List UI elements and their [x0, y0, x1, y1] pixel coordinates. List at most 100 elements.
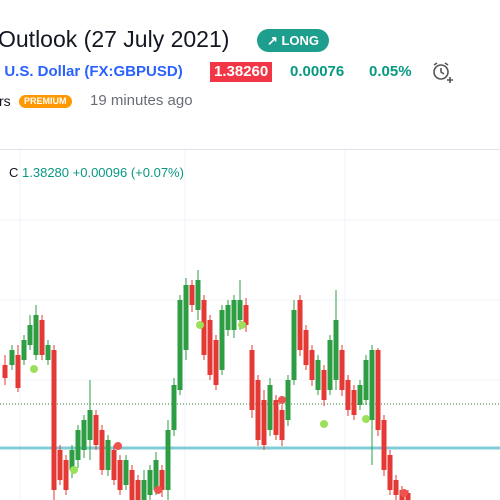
candle-body	[393, 480, 399, 495]
candle-body	[321, 370, 327, 400]
candle-body	[111, 450, 117, 480]
candle-body	[315, 360, 321, 390]
candle-body	[93, 415, 99, 445]
candle-body	[57, 450, 63, 480]
candle-body	[363, 360, 369, 400]
candle-body	[357, 385, 363, 405]
candle-body	[45, 345, 51, 360]
time: 19 minutes ago	[90, 92, 193, 109]
candle-body	[141, 480, 147, 500]
symbol-link[interactable]: / U.S. Dollar (FX:GBPUSD)	[0, 63, 183, 80]
legend-close: 1.38280	[22, 165, 70, 180]
candle-body	[375, 350, 381, 430]
candle-body	[63, 460, 69, 490]
candle-body	[351, 390, 357, 415]
candle-body	[87, 410, 93, 440]
alert-icon[interactable]	[430, 60, 456, 84]
chart	[0, 150, 500, 500]
candle-body	[99, 430, 105, 470]
sell-dot	[278, 396, 286, 404]
candle-body	[243, 305, 249, 325]
candle-body	[345, 380, 351, 410]
candle-body	[153, 460, 159, 490]
change-percent: 0.05%	[369, 63, 412, 80]
candle-body	[33, 315, 39, 355]
buy-dot	[70, 466, 78, 474]
candle-body	[405, 493, 411, 500]
legend-change: +0.00096 (+0.07%)	[72, 165, 184, 180]
author[interactable]: rs	[0, 93, 11, 109]
buy-dot	[30, 365, 38, 373]
candle-body	[219, 310, 225, 370]
candle-body	[51, 350, 57, 490]
candle-body	[117, 460, 123, 490]
candle-body	[231, 300, 237, 330]
candle-body	[165, 430, 171, 490]
candle-body	[237, 300, 243, 320]
candle-body	[105, 440, 111, 470]
symbol-ticker: (FX:GBPUSD)	[84, 63, 183, 80]
candle-body	[123, 460, 129, 485]
long-badge[interactable]: ↗ LONG	[257, 29, 329, 52]
candle-body	[69, 450, 75, 470]
candles	[2, 270, 411, 500]
premium-badge: PREMIUM	[19, 95, 72, 108]
symbol-name: / U.S. Dollar	[0, 63, 81, 80]
idea-title: Outlook (27 July 2021)	[0, 26, 230, 52]
candle-body	[267, 385, 273, 430]
candle-body	[273, 400, 279, 435]
candle-body	[387, 455, 393, 490]
candle-body	[309, 350, 315, 380]
candle-body	[189, 285, 195, 305]
candle-body	[291, 310, 297, 380]
candle-body	[201, 300, 207, 355]
chart-border	[0, 149, 500, 150]
change: 0.00076	[290, 63, 345, 80]
direction: LONG	[281, 33, 320, 48]
candle-body	[135, 480, 141, 500]
candle-body	[2, 365, 8, 378]
candle-body	[285, 380, 291, 420]
candle-body	[9, 350, 15, 365]
candle-body	[171, 385, 177, 430]
candle-body	[339, 350, 345, 390]
candle-body	[147, 470, 153, 495]
candle-body	[327, 340, 333, 390]
candle-body	[177, 300, 183, 390]
candle-body	[27, 325, 33, 345]
candle-body	[15, 355, 21, 388]
candle-body	[207, 320, 213, 375]
legend-label: C	[9, 165, 19, 180]
sell-dot	[154, 486, 162, 494]
candle-body	[249, 350, 255, 410]
candle-body	[279, 410, 285, 440]
buy-dot	[238, 321, 246, 329]
candle-body	[213, 340, 219, 385]
legend: C 1.38280 +0.00096 (+0.07%)	[9, 165, 184, 180]
candle-body	[303, 330, 309, 365]
sell-dot	[400, 489, 408, 497]
candle-body	[21, 340, 27, 360]
candle-body	[183, 285, 189, 350]
candle-body	[81, 420, 87, 450]
candle-body	[255, 380, 261, 440]
candle-body	[159, 470, 165, 490]
sell-dot	[114, 442, 122, 450]
price: 1.38260	[210, 62, 273, 82]
candle-body	[225, 305, 231, 330]
candle-body	[333, 320, 339, 380]
candle-body	[261, 400, 267, 445]
candle-body	[195, 280, 201, 310]
buy-dot	[362, 415, 370, 423]
signals	[30, 321, 408, 497]
candle-body	[39, 320, 45, 355]
buy-dot	[320, 420, 328, 428]
arrow-icon: ↗	[266, 33, 282, 48]
candle-body	[297, 300, 303, 350]
candle-body	[381, 420, 387, 470]
candle-body	[129, 470, 135, 500]
candle-body	[75, 430, 81, 460]
candle-body	[369, 350, 375, 420]
buy-dot	[196, 321, 204, 329]
